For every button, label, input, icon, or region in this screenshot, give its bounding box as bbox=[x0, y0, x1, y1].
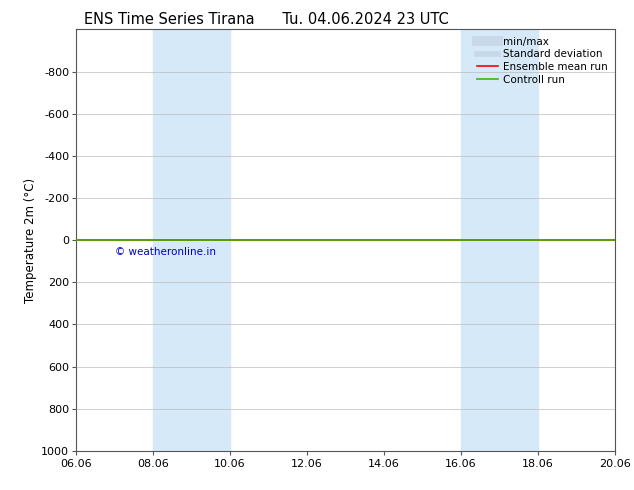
Y-axis label: Temperature 2m (°C): Temperature 2m (°C) bbox=[24, 177, 37, 303]
Bar bbox=[153, 29, 230, 451]
Text: © weatheronline.in: © weatheronline.in bbox=[115, 247, 216, 257]
Bar bbox=[461, 29, 538, 451]
Legend: min/max, Standard deviation, Ensemble mean run, Controll run: min/max, Standard deviation, Ensemble me… bbox=[475, 35, 610, 87]
Text: ENS Time Series Tirana      Tu. 04.06.2024 23 UTC: ENS Time Series Tirana Tu. 04.06.2024 23… bbox=[84, 12, 449, 27]
